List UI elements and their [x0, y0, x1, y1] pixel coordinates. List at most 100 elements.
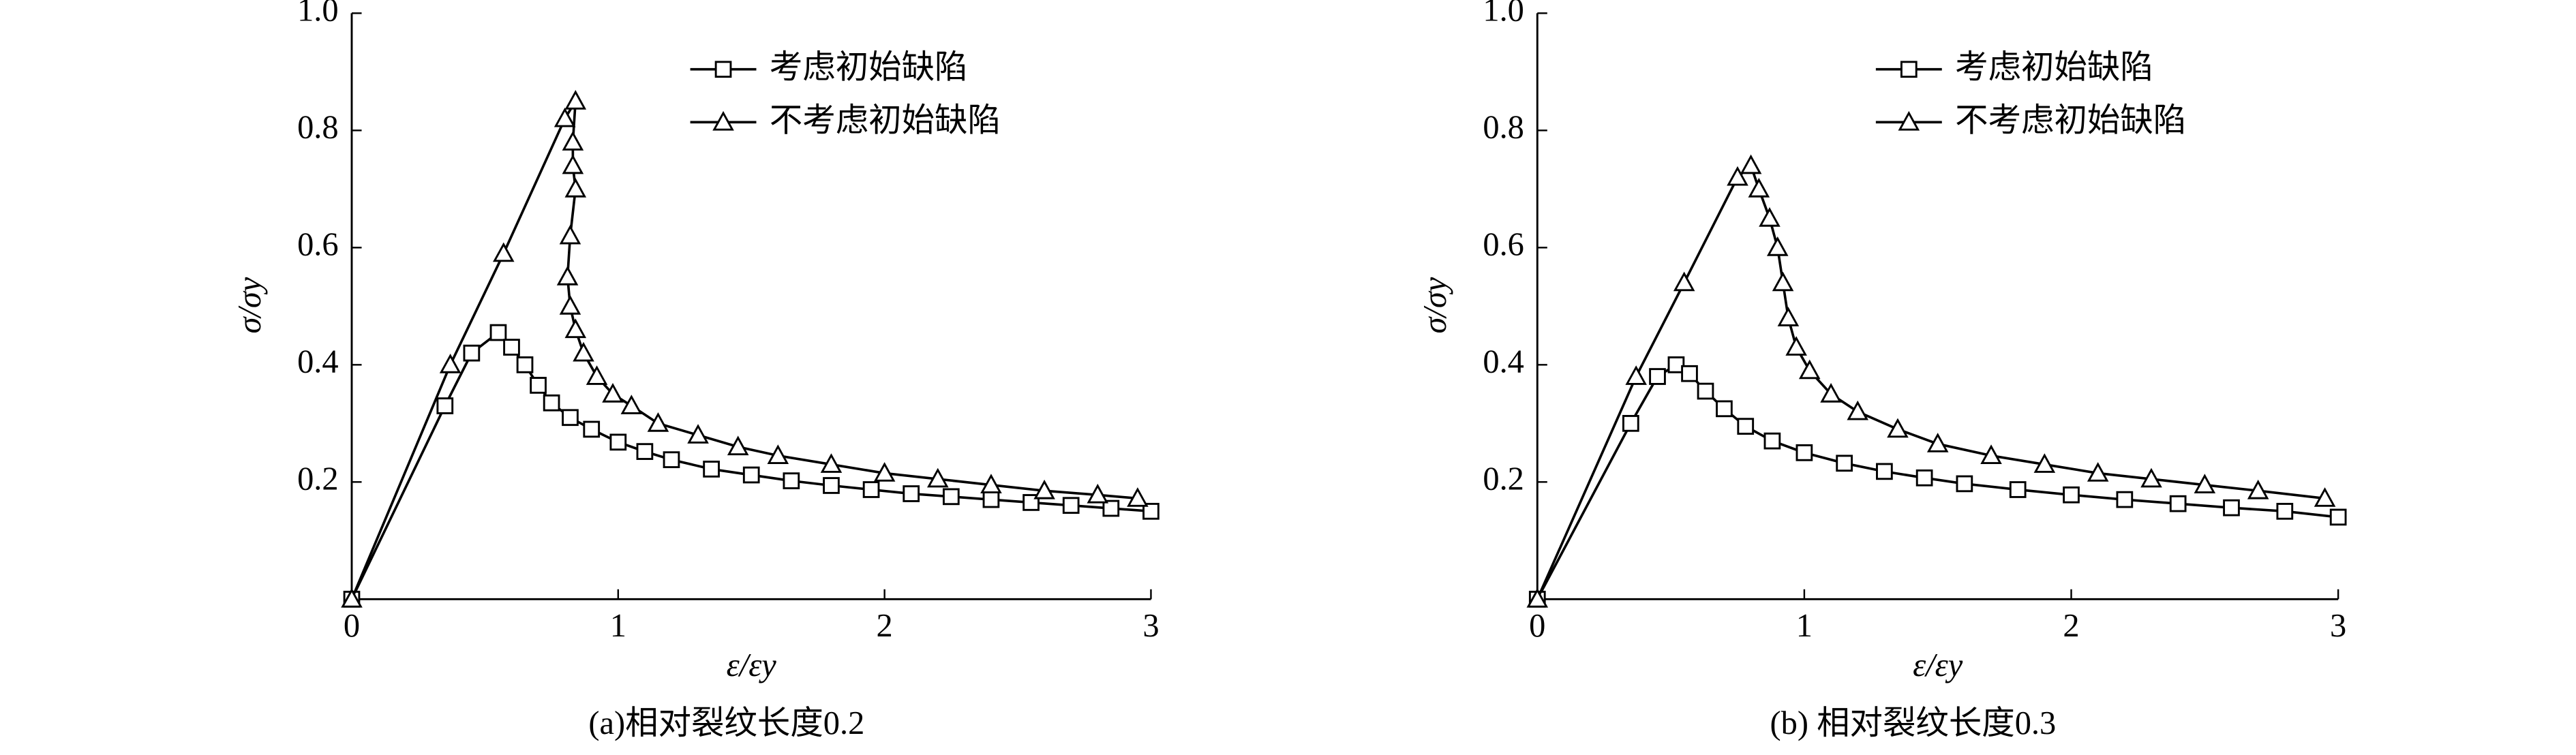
marker [2087, 462, 2109, 482]
marker [1716, 400, 1733, 418]
marker [1820, 383, 1842, 403]
marker [436, 397, 454, 414]
marker [1102, 499, 1120, 517]
marker [1915, 469, 1933, 487]
marker [823, 477, 840, 494]
marker [556, 266, 579, 286]
marker [586, 365, 608, 385]
marker [2116, 491, 2134, 508]
y-tick-label: 1.0 [1483, 0, 1524, 28]
marker [873, 462, 896, 482]
legend-label: 不考虑初始缺陷 [1955, 101, 2186, 139]
marker [1622, 414, 1639, 432]
marker [1763, 432, 1781, 450]
x-tick-label: 3 [1142, 608, 1159, 644]
y-axis-label: σ/σy [1417, 277, 1453, 333]
marker [2194, 474, 2216, 493]
y-tick-label: 0.8 [297, 109, 339, 145]
legend-label: 不考虑初始缺陷 [770, 101, 1001, 139]
marker [2223, 499, 2240, 517]
y-tick-label: 0.2 [1483, 461, 1524, 497]
marker [543, 394, 560, 412]
x-tick-label: 3 [2330, 608, 2346, 644]
marker [1033, 479, 1055, 499]
marker [1980, 444, 2002, 464]
marker [1667, 356, 1685, 373]
marker [1526, 587, 1549, 608]
marker [463, 344, 481, 362]
marker [516, 356, 534, 373]
marker [620, 395, 643, 414]
x-axis-label: ε/εy [727, 647, 777, 683]
marker [1673, 271, 1695, 292]
y-tick-label: 0.4 [1483, 343, 1524, 380]
series-line [350, 330, 1151, 600]
marker [489, 324, 507, 341]
marker [1062, 497, 1080, 514]
y-axis-label: σ/σy [232, 277, 268, 333]
marker [562, 409, 579, 427]
marker [530, 377, 547, 394]
x-axis-label: ε/εy [1913, 647, 1963, 683]
marker [742, 466, 760, 484]
marker [2140, 467, 2162, 488]
marker [820, 453, 843, 473]
marker [2063, 486, 2080, 504]
marker [927, 467, 949, 488]
series-line [1536, 363, 2339, 600]
marker [1740, 154, 1762, 174]
y-tick-label: 1.0 [297, 0, 339, 28]
marker [1836, 454, 1853, 472]
marker [1737, 418, 1755, 435]
y-tick-label: 0.6 [1483, 226, 1524, 262]
marker [1681, 365, 1698, 382]
marker [1759, 207, 1781, 227]
marker [562, 131, 584, 151]
marker [1956, 475, 1973, 493]
marker [942, 488, 960, 506]
marker [1142, 502, 1160, 520]
marker [583, 420, 601, 438]
x-tick-label: 2 [877, 608, 893, 644]
y-tick-label: 0.6 [297, 226, 339, 262]
legend-marker [714, 61, 732, 78]
x-tick-label: 0 [344, 608, 360, 644]
legend-marker [712, 110, 734, 131]
marker [602, 383, 624, 403]
marker [982, 491, 1000, 508]
marker [687, 424, 709, 444]
marker [727, 435, 749, 456]
marker [1748, 178, 1770, 198]
marker [559, 224, 581, 245]
legend-marker [1898, 110, 1920, 131]
x-tick-label: 1 [1796, 608, 1813, 644]
marker [564, 178, 587, 198]
legend-marker [1900, 61, 1918, 78]
marker [1766, 236, 1789, 256]
marker [1625, 365, 1647, 385]
x-tick-label: 2 [2063, 608, 2079, 644]
marker [1727, 166, 1748, 186]
marker [1087, 483, 1109, 504]
marker [2033, 453, 2056, 473]
marker [767, 444, 789, 464]
marker [2247, 479, 2269, 499]
marker [663, 451, 680, 469]
legend-label: 考虑初始缺陷 [770, 48, 968, 87]
marker [703, 461, 720, 478]
marker [2276, 502, 2294, 520]
marker [1926, 433, 1949, 452]
marker [492, 242, 515, 262]
marker [1649, 368, 1666, 385]
marker [1697, 382, 1714, 400]
y-tick-label: 0.4 [297, 343, 339, 380]
marker [559, 295, 581, 315]
marker [1795, 444, 1813, 461]
marker [341, 587, 363, 608]
marker [2314, 487, 2336, 507]
marker [609, 433, 627, 451]
marker [636, 443, 654, 460]
marker [1772, 271, 1794, 292]
